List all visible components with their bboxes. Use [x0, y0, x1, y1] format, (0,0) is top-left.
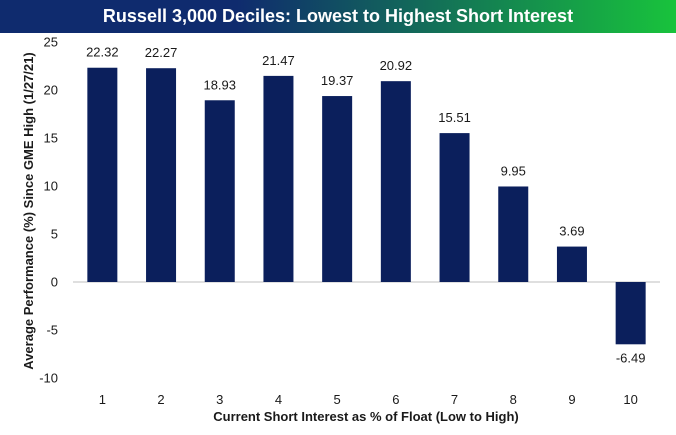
y-tick-label: 15 [44, 131, 58, 146]
bar [556, 246, 587, 282]
chart-title: Russell 3,000 Deciles: Lowest to Highest… [102, 6, 574, 26]
data-label: 22.32 [86, 45, 119, 60]
x-tick-label: 6 [392, 392, 399, 407]
x-tick-label: 5 [334, 392, 341, 407]
data-label: 19.37 [321, 73, 354, 88]
y-tick-label: 20 [44, 83, 58, 98]
x-tick-label: 4 [275, 392, 282, 407]
x-tick-label: 2 [157, 392, 164, 407]
bar [498, 186, 529, 282]
data-label: 15.51 [438, 110, 471, 125]
x-tick-label: 3 [216, 392, 223, 407]
x-tick-label: 7 [451, 392, 458, 407]
bar [87, 67, 118, 282]
data-label: 9.95 [501, 163, 526, 178]
x-tick-label: 1 [99, 392, 106, 407]
y-axis-title: Average Performance (%) Since GME High (… [21, 52, 36, 369]
plot-area: -10 -5 0 5 10 15 20 25 22.32 1 22.27 2 18.93 3 21.47 4 1… [39, 35, 660, 407]
bar [380, 81, 411, 282]
data-label: -6.49 [616, 350, 646, 365]
data-label: 20.92 [380, 58, 413, 73]
y-tick-label: -10 [39, 371, 58, 386]
x-axis-title: Current Short Interest as % of Float (Lo… [213, 409, 519, 424]
x-tick-label: 9 [568, 392, 575, 407]
y-tick-label: -5 [46, 323, 58, 338]
data-label: 18.93 [203, 77, 236, 92]
y-tick-label: 5 [51, 227, 58, 242]
y-tick-label: 25 [44, 35, 58, 50]
bar [322, 96, 353, 282]
x-tick-label: 10 [623, 392, 637, 407]
data-label: 3.69 [559, 224, 584, 239]
bar [439, 133, 470, 282]
data-label: 22.27 [145, 45, 178, 60]
bar [146, 68, 177, 282]
data-label: 21.47 [262, 53, 295, 68]
x-tick-label: 8 [510, 392, 517, 407]
chart-title-bar [0, 0, 676, 33]
bar [615, 282, 646, 345]
y-tick-label: 0 [51, 275, 58, 290]
bar [204, 100, 235, 282]
y-tick-label: 10 [44, 179, 58, 194]
bar [263, 75, 294, 282]
